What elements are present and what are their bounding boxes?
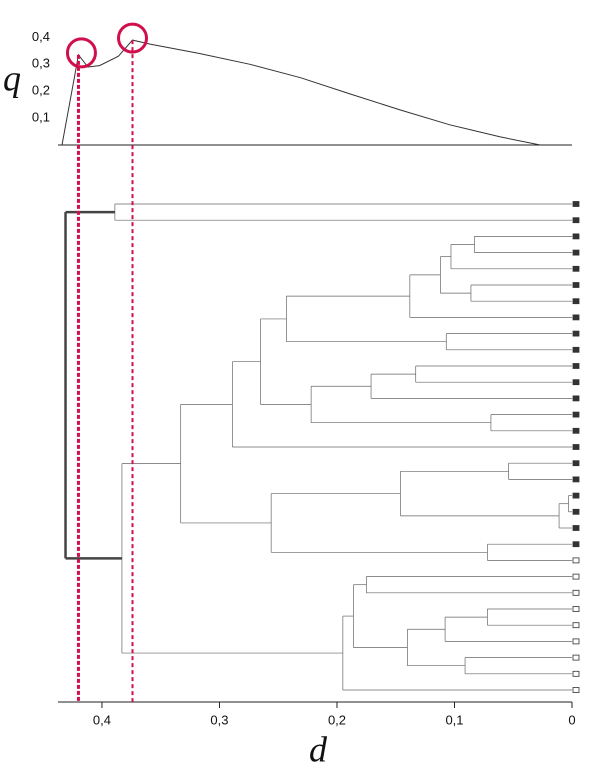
leaf-marker xyxy=(572,363,580,369)
y-tick-label: 0,3 xyxy=(32,56,50,71)
leaf-marker xyxy=(572,557,580,564)
leaf-marker xyxy=(572,492,580,499)
highlight-circle xyxy=(65,37,97,69)
y-tick-label: 0,2 xyxy=(32,83,50,98)
leaf-marker xyxy=(572,330,580,337)
leaf-marker xyxy=(572,265,580,272)
x-tick-label: 0,2 xyxy=(328,712,346,727)
x-tick-label: 0 xyxy=(568,712,575,727)
leaf-marker xyxy=(572,654,580,661)
leaf-marker xyxy=(572,541,580,548)
x-tick-label: 0,4 xyxy=(93,712,111,727)
leaf-marker xyxy=(572,638,580,645)
leaf-marker xyxy=(572,606,580,612)
leaf-marker xyxy=(572,460,580,467)
x-tick-label: 0,3 xyxy=(210,712,228,727)
leaf-marker xyxy=(572,395,580,402)
leaf-marker xyxy=(572,508,580,515)
leaf-marker xyxy=(572,346,580,353)
x-axis-label: d xyxy=(309,729,328,769)
x-tick-label: 0,1 xyxy=(445,712,463,727)
leaf-marker xyxy=(572,282,580,288)
y-axis-label: q xyxy=(3,58,21,98)
leaf-marker xyxy=(572,589,580,596)
leaf-marker xyxy=(572,622,580,629)
leaf-marker xyxy=(572,444,580,450)
leaf-marker xyxy=(572,411,580,418)
leaf-marker xyxy=(572,670,580,677)
highlight-circle xyxy=(117,22,149,54)
y-tick-label: 0,1 xyxy=(32,110,50,125)
leaf-marker xyxy=(572,249,580,256)
y-tick-label: 0,4 xyxy=(32,29,50,44)
leaf-marker xyxy=(572,201,580,207)
q-line xyxy=(61,39,541,146)
leaf-marker xyxy=(572,427,580,434)
leaf-marker xyxy=(572,687,580,693)
leaf-marker xyxy=(572,233,580,240)
leaf-marker xyxy=(572,573,580,580)
leaf-marker xyxy=(572,217,580,224)
leaf-marker xyxy=(572,476,580,483)
leaf-marker xyxy=(572,525,580,531)
leaf-marker xyxy=(572,298,580,305)
leaf-marker xyxy=(572,379,580,386)
leaf-marker xyxy=(572,314,580,321)
